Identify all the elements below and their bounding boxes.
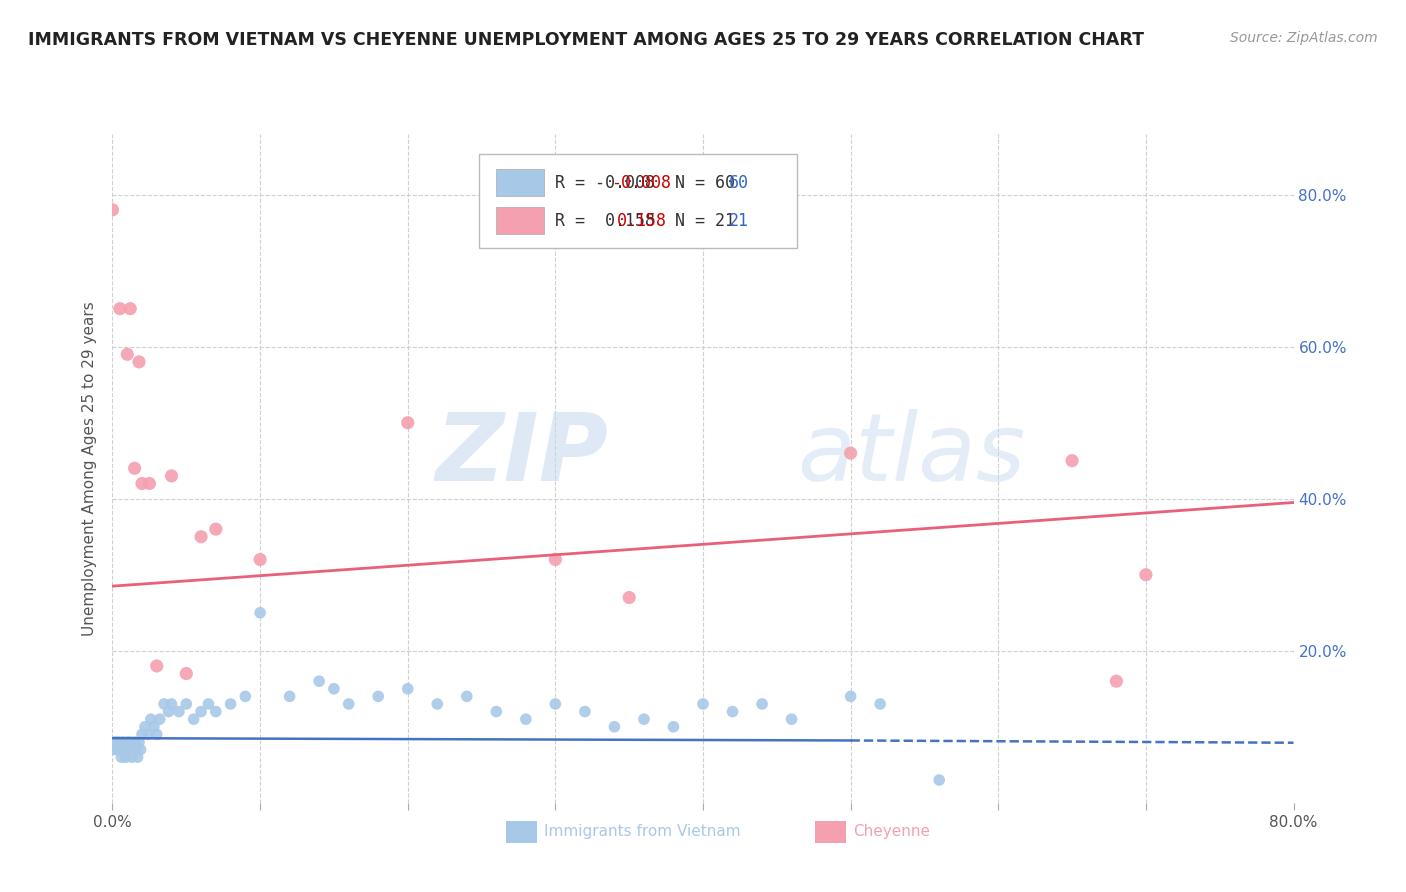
Point xyxy=(190,530,212,544)
Point xyxy=(574,705,596,719)
Point xyxy=(249,552,271,566)
Text: R =  0.158  N = 21: R = 0.158 N = 21 xyxy=(555,211,735,230)
Point xyxy=(122,742,145,756)
Point xyxy=(117,347,138,361)
Point xyxy=(337,697,360,711)
Point xyxy=(160,469,183,483)
Text: 60: 60 xyxy=(728,174,749,192)
Point xyxy=(662,720,685,734)
Point xyxy=(1135,567,1157,582)
Point xyxy=(121,750,143,764)
Point xyxy=(120,735,142,749)
Point xyxy=(110,750,132,764)
Point xyxy=(692,697,714,711)
Text: atlas: atlas xyxy=(797,409,1026,500)
Point xyxy=(619,591,641,605)
Point xyxy=(124,735,146,749)
Point xyxy=(839,446,862,460)
Point xyxy=(104,735,127,749)
Point xyxy=(118,742,141,756)
Point xyxy=(515,712,537,726)
Point xyxy=(125,742,148,756)
Y-axis label: Unemployment Among Ages 25 to 29 years: Unemployment Among Ages 25 to 29 years xyxy=(82,301,97,636)
Point xyxy=(108,301,131,316)
Point xyxy=(197,697,219,711)
Point xyxy=(114,750,136,764)
FancyBboxPatch shape xyxy=(496,169,544,196)
FancyBboxPatch shape xyxy=(496,208,544,235)
Point xyxy=(633,712,655,726)
Point xyxy=(157,705,180,719)
Point xyxy=(485,705,508,719)
Text: Cheyenne: Cheyenne xyxy=(853,824,931,838)
Point xyxy=(136,727,159,741)
Point xyxy=(1105,674,1128,689)
Point xyxy=(124,461,146,475)
Point xyxy=(108,742,131,756)
Point xyxy=(131,727,153,741)
Point xyxy=(131,476,153,491)
Text: Source: ZipAtlas.com: Source: ZipAtlas.com xyxy=(1230,31,1378,45)
Point xyxy=(603,720,626,734)
Point xyxy=(928,772,950,787)
Point xyxy=(1062,453,1084,467)
Point xyxy=(233,690,256,704)
Point xyxy=(183,712,205,726)
Point xyxy=(544,697,567,711)
Point xyxy=(138,476,160,491)
Point xyxy=(721,705,744,719)
Point xyxy=(544,552,567,566)
Point xyxy=(105,742,128,756)
Point xyxy=(153,697,176,711)
Point xyxy=(278,690,301,704)
Text: -0.008: -0.008 xyxy=(610,174,671,192)
Text: R = -0.008  N = 60: R = -0.008 N = 60 xyxy=(555,174,735,192)
Point xyxy=(160,697,183,711)
Point xyxy=(308,674,330,689)
Point xyxy=(426,697,449,711)
Point xyxy=(839,690,862,704)
Point xyxy=(174,697,197,711)
Text: 0.158: 0.158 xyxy=(617,211,666,230)
Point xyxy=(128,735,150,749)
Point xyxy=(780,712,803,726)
Point xyxy=(190,705,212,719)
Point xyxy=(129,742,152,756)
Point xyxy=(219,697,242,711)
Text: Immigrants from Vietnam: Immigrants from Vietnam xyxy=(544,824,741,838)
Point xyxy=(128,355,150,369)
Text: ZIP: ZIP xyxy=(436,409,609,501)
Point xyxy=(127,750,149,764)
Point xyxy=(101,742,124,756)
Point xyxy=(249,606,271,620)
Point xyxy=(117,735,138,749)
Point xyxy=(112,742,135,756)
Point xyxy=(120,301,142,316)
Point xyxy=(396,681,419,696)
Point xyxy=(149,712,172,726)
Text: IMMIGRANTS FROM VIETNAM VS CHEYENNE UNEMPLOYMENT AMONG AGES 25 TO 29 YEARS CORRE: IMMIGRANTS FROM VIETNAM VS CHEYENNE UNEM… xyxy=(28,31,1144,49)
Point xyxy=(111,735,134,749)
Point xyxy=(174,666,197,681)
Point xyxy=(456,690,478,704)
Point xyxy=(205,522,228,536)
Point xyxy=(146,727,169,741)
Point xyxy=(167,705,190,719)
Point xyxy=(869,697,891,711)
FancyBboxPatch shape xyxy=(478,154,797,248)
Point xyxy=(139,712,162,726)
Point xyxy=(101,202,124,217)
Point xyxy=(205,705,228,719)
Text: 21: 21 xyxy=(728,211,749,230)
Point xyxy=(367,690,389,704)
Point xyxy=(396,416,419,430)
Point xyxy=(751,697,773,711)
Point xyxy=(323,681,346,696)
Point xyxy=(146,659,169,673)
Point xyxy=(142,720,165,734)
Point xyxy=(134,720,156,734)
Point xyxy=(107,735,129,749)
